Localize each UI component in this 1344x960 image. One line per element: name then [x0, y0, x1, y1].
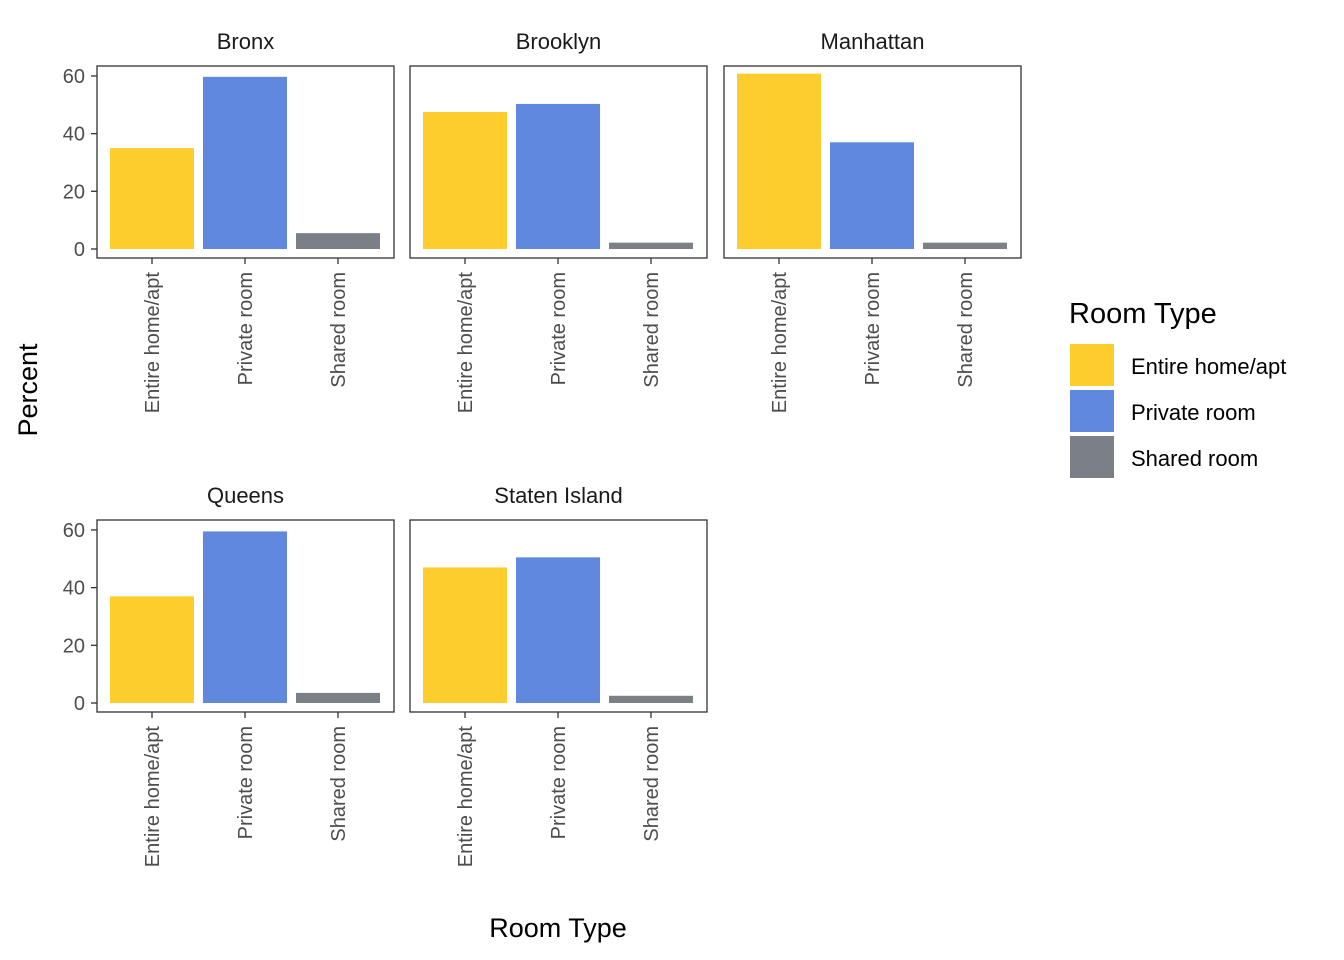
- x-tick-label: Entire home/apt: [455, 272, 477, 414]
- legend-label: Shared room: [1131, 446, 1258, 471]
- bar-private-room: [516, 557, 600, 703]
- panel-title: Queens: [207, 483, 284, 508]
- bar-shared-room: [609, 242, 693, 249]
- x-tick-label: Private room: [548, 272, 570, 385]
- legend: Room Type Entire home/apt Private room Sha…: [1069, 298, 1286, 478]
- x-tick-label: Shared room: [641, 272, 663, 388]
- bar-private-room: [830, 142, 914, 249]
- panel-title: Brooklyn: [516, 29, 602, 54]
- y-axis-title: Percent: [13, 343, 43, 437]
- x-tick-label: Private room: [235, 272, 257, 385]
- bar-shared-room: [296, 692, 380, 703]
- x-tick-label: Shared room: [328, 272, 350, 388]
- bar-private-room: [203, 531, 287, 703]
- x-tick-label: Shared room: [955, 272, 977, 388]
- panel-title: Staten Island: [494, 483, 622, 508]
- x-tick-label: Shared room: [328, 726, 350, 842]
- legend-items: Entire home/apt Private room Shared room: [1070, 344, 1286, 478]
- bar-private-room: [516, 103, 600, 249]
- panel-queens: Queens 0 20 40 60 Entire home/apt Private room…: [63, 483, 395, 868]
- bar-shared-room: [923, 242, 1007, 249]
- x-tick-label: Entire home/apt: [455, 726, 477, 868]
- bar-entire-home-apt: [423, 567, 507, 703]
- panel-bronx: Bronx 0 20 40 60 Entire home/apt Private room S…: [63, 29, 395, 414]
- legend-key-private-room: [1070, 390, 1114, 432]
- bar-entire-home-apt: [423, 112, 507, 249]
- panel-title: Bronx: [217, 29, 274, 54]
- x-tick-label: Entire home/apt: [769, 272, 791, 414]
- bar-entire-home-apt: [110, 596, 194, 703]
- panel-staten-island: Staten Island Entire home/apt Private room…: [409, 483, 708, 868]
- y-tick-label: 40: [63, 578, 85, 600]
- y-tick-label: 40: [63, 124, 85, 146]
- legend-key-shared-room: [1070, 436, 1114, 478]
- x-tick-label: Shared room: [641, 726, 663, 842]
- bar-entire-home-apt: [737, 73, 821, 249]
- legend-key-entire-home-apt: [1070, 344, 1114, 386]
- legend-title: Room Type: [1069, 298, 1217, 330]
- y-tick-label: 0: [74, 239, 85, 261]
- x-tick-label: Private room: [235, 726, 257, 839]
- panel-title: Manhattan: [821, 29, 925, 54]
- x-axis-title: Room Type: [489, 913, 627, 943]
- bar-shared-room: [609, 695, 693, 703]
- bar-private-room: [203, 76, 287, 250]
- bar-shared-room: [296, 233, 380, 249]
- y-tick-label: 20: [63, 181, 85, 203]
- x-tick-label: Private room: [548, 726, 570, 839]
- panel-brooklyn: Brooklyn Entire home/apt Private room Share…: [409, 29, 708, 414]
- x-tick-label: Entire home/apt: [142, 726, 164, 868]
- bar-entire-home-apt: [110, 148, 194, 249]
- y-tick-label: 20: [63, 635, 85, 657]
- legend-label: Private room: [1131, 400, 1256, 425]
- y-tick-label: 60: [63, 66, 85, 88]
- panel-manhattan: Manhattan Entire home/apt Private room Shar…: [723, 29, 1022, 414]
- y-tick-label: 60: [63, 520, 85, 542]
- legend-label: Entire home/apt: [1131, 354, 1286, 379]
- y-tick-label: 0: [74, 693, 85, 715]
- x-tick-label: Private room: [862, 272, 884, 385]
- x-tick-label: Entire home/apt: [142, 272, 164, 414]
